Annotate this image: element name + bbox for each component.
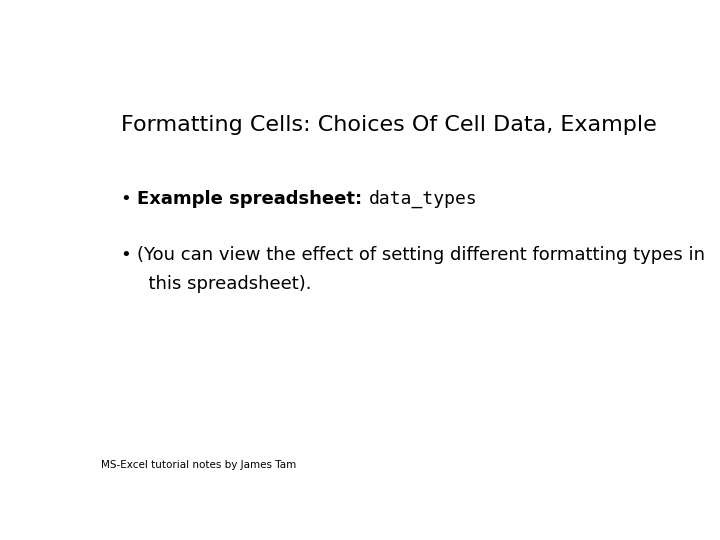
Text: MS-Excel tutorial notes by James Tam: MS-Excel tutorial notes by James Tam xyxy=(101,460,297,470)
Text: •: • xyxy=(121,246,132,264)
Text: Example spreadsheet:: Example spreadsheet: xyxy=(138,190,369,207)
Text: this spreadsheet).: this spreadsheet). xyxy=(138,275,312,293)
Text: (You can view the effect of setting different formatting types in: (You can view the effect of setting diff… xyxy=(138,246,706,264)
Text: •: • xyxy=(121,190,132,207)
Text: Formatting Cells: Choices Of Cell Data, Example: Formatting Cells: Choices Of Cell Data, … xyxy=(121,114,657,134)
Text: data_types: data_types xyxy=(369,190,477,208)
